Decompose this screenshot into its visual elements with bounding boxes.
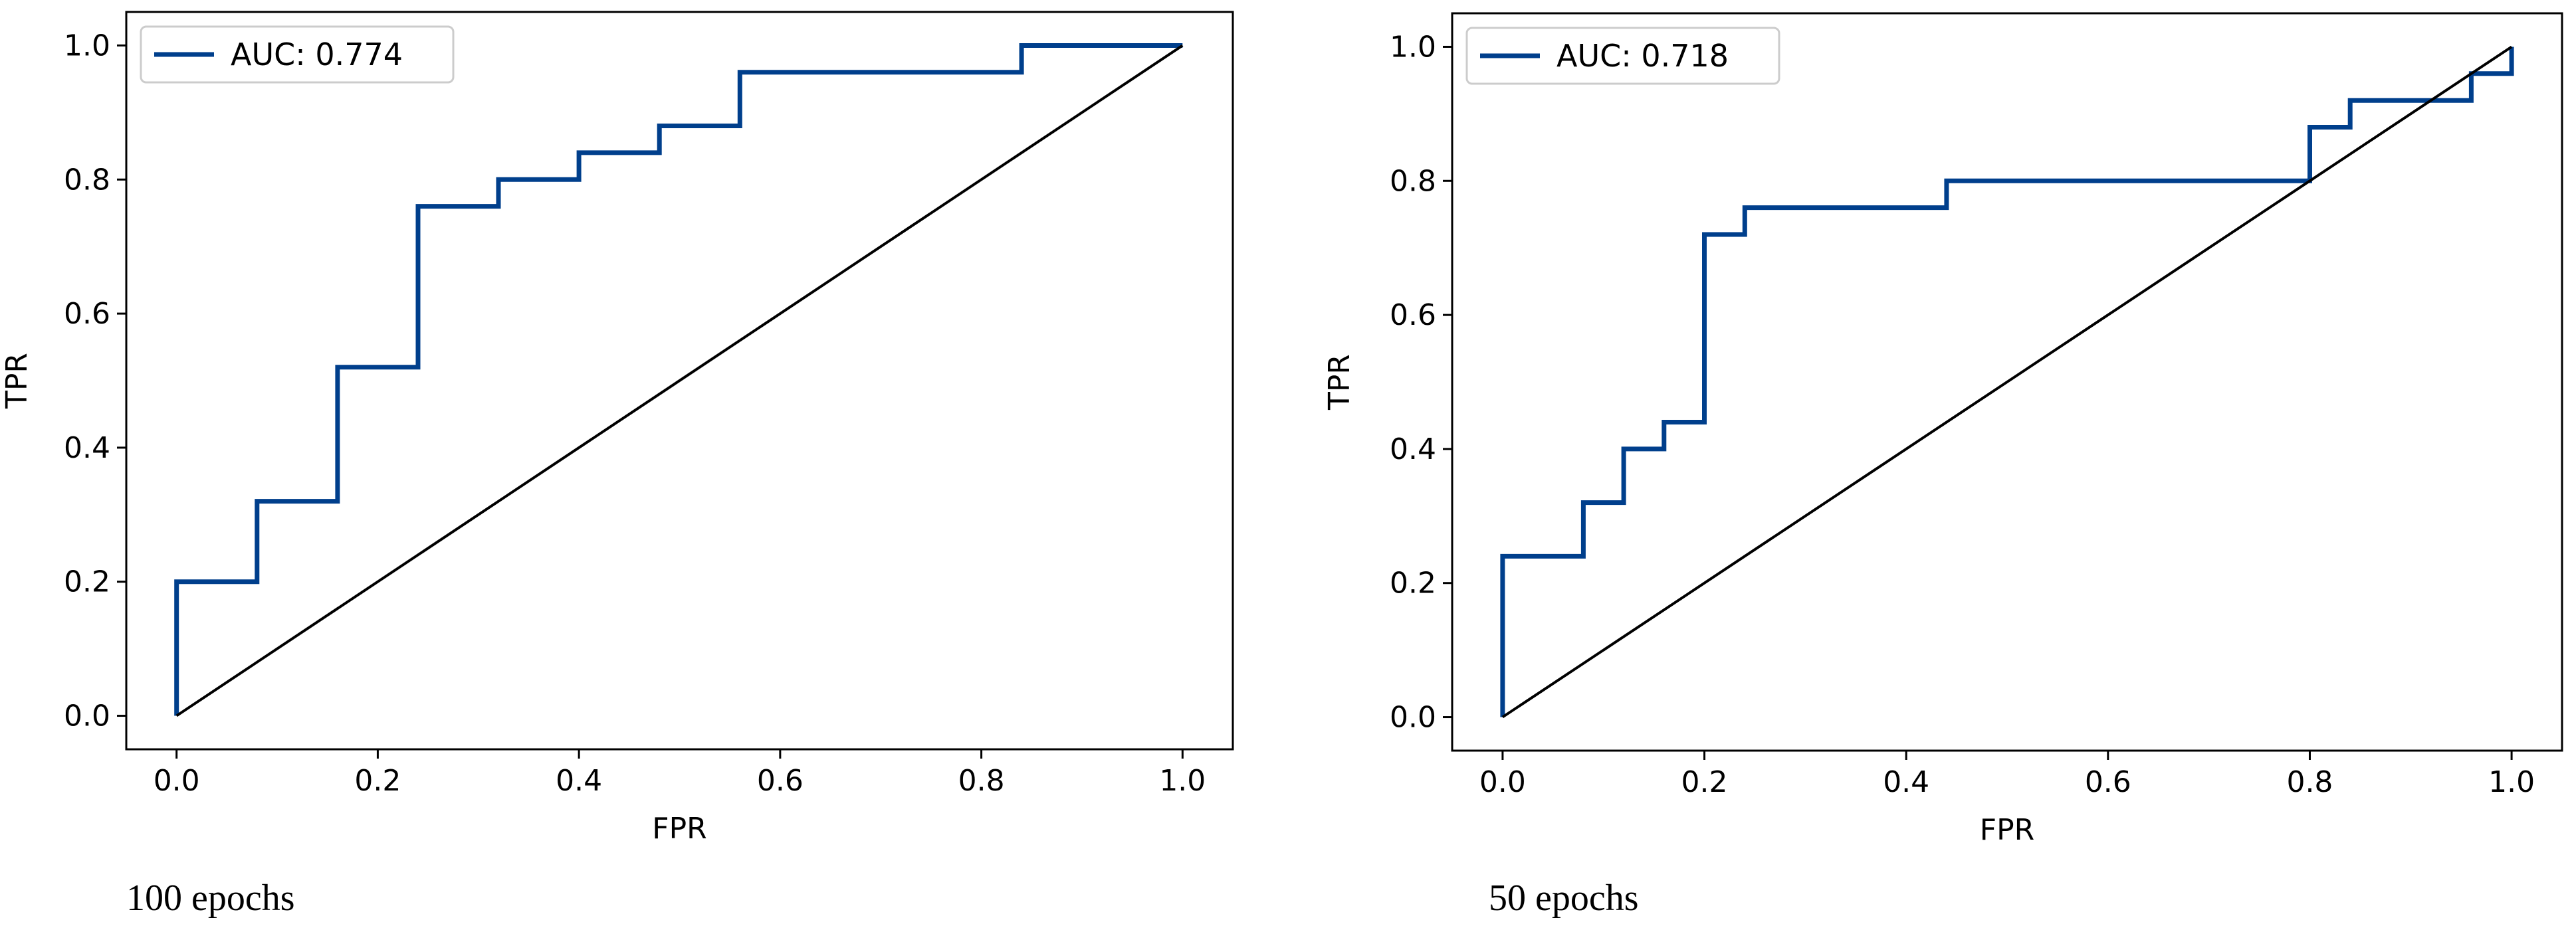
x-tick-label: 0.6 — [2085, 765, 2131, 799]
x-tick-label: 0.8 — [958, 764, 1005, 798]
y-axis-label: TPR — [1323, 354, 1356, 411]
x-tick-label: 0.8 — [2286, 765, 2333, 799]
x-tick-label: 0.4 — [1883, 765, 1929, 799]
x-tick-label: 1.0 — [2488, 765, 2535, 799]
y-tick-label: 0.6 — [64, 297, 110, 331]
y-tick-label: 1.0 — [1390, 30, 1436, 64]
legend-box — [1465, 27, 1780, 85]
roc-curve-line — [1500, 46, 2514, 717]
roc-curve-line — [174, 43, 1183, 716]
y-tick-label: 0.2 — [64, 565, 110, 599]
y-tick-label: 0.4 — [64, 431, 110, 465]
y-tick-label: 0.0 — [64, 699, 110, 733]
y-tick-label: 0.0 — [1390, 701, 1436, 735]
legend-label: AUC: 0.718 — [1556, 38, 1729, 74]
x-tick-label: 0.0 — [154, 764, 200, 798]
caption-100-epochs: 100 epochs — [126, 878, 295, 919]
x-tick-label: 0.2 — [354, 764, 401, 798]
y-tick-label: 1.0 — [64, 29, 110, 62]
plot-frame — [125, 11, 1234, 751]
x-axis-label: FPR — [652, 812, 706, 846]
x-tick-label: 0.2 — [1681, 765, 1728, 799]
caption-50-epochs: 50 epochs — [1489, 878, 1639, 919]
y-tick-label: 0.4 — [1390, 432, 1436, 466]
x-tick-label: 0.4 — [556, 764, 602, 798]
roc-chart-50-epochs: 0.0 0.2 0.4 0.6 0.8 1.0 0.0 0.2 0.4 0.6 0.8 1.0 FPR T… — [1323, 12, 2563, 847]
x-tick-label: 0.0 — [1479, 765, 1526, 799]
roc-chart-100-epochs: 0.0 0.2 0.4 0.6 0.8 1.0 0.0 0.2 0.4 0.6 0.8 1.0 FPR T… — [0, 11, 1234, 846]
y-axis-label: TPR — [0, 353, 34, 409]
legend-label: AUC: 0.774 — [231, 37, 403, 72]
y-tick-label: 0.8 — [1390, 164, 1436, 198]
chance-diagonal-line — [1501, 45, 2513, 719]
y-tick-label: 0.6 — [1390, 298, 1436, 332]
legend-box — [140, 25, 455, 84]
x-tick-label: 0.6 — [757, 764, 804, 798]
y-tick-label: 0.2 — [1390, 567, 1436, 601]
y-tick-label: 0.8 — [64, 163, 110, 197]
plot-frame — [1451, 12, 2563, 752]
x-axis-label: FPR — [1980, 813, 2034, 847]
chance-diagonal-line — [175, 44, 1184, 717]
x-tick-label: 1.0 — [1159, 764, 1206, 798]
